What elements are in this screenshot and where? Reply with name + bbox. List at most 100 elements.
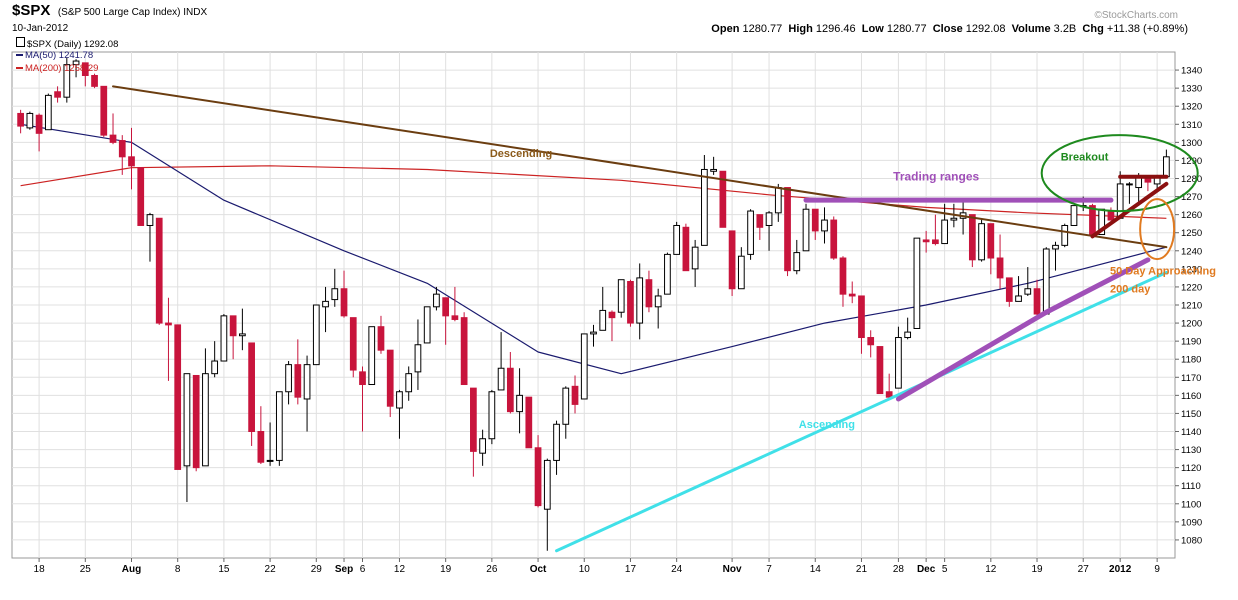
candle (821, 219, 828, 232)
ma200-line (20, 165, 1167, 219)
symbol-description: (S&P 500 Large Cap Index) INDX (57, 7, 208, 18)
candle (44, 94, 52, 131)
descending-trendline (112, 85, 1168, 249)
x-tick-label: 18 (34, 564, 46, 575)
y-tick-label: 1220 (1181, 282, 1202, 293)
ascending-trendline (555, 270, 1168, 553)
candle (802, 208, 810, 252)
x-tick-label: 6 (360, 564, 366, 575)
y-tick-label: 1150 (1181, 409, 1201, 420)
y-tick-label: 1340 (1181, 66, 1202, 77)
x-tick-label: 7 (766, 564, 772, 575)
candle (599, 309, 607, 331)
candle (423, 306, 431, 344)
candle (72, 60, 80, 66)
candle (202, 373, 209, 467)
brand: ©StockCharts.com (1094, 10, 1178, 21)
y-tick-label: 1310 (1181, 120, 1202, 131)
low-value: 1280.77 (886, 23, 927, 35)
candle (654, 295, 662, 308)
candle (479, 438, 486, 454)
candle (867, 337, 875, 346)
candle (1005, 277, 1013, 302)
candle (506, 367, 514, 413)
legend-price-label: $SPX (Daily) 1292.08 (27, 39, 119, 50)
candle (1070, 205, 1078, 226)
x-tick-label: 22 (265, 564, 277, 575)
y-tick-label: 1200 (1181, 319, 1202, 330)
legend-ma200-label: MA(200) 1258.29 (25, 63, 99, 74)
x-tick-label: Aug (122, 564, 141, 575)
candle (830, 219, 838, 259)
chart-date: 10-Jan-2012 (12, 23, 69, 34)
legend-ma50: MA(50) 1241.78 (16, 50, 93, 61)
candle (229, 315, 237, 337)
high-value: 1296.46 (815, 23, 856, 35)
candle (774, 187, 782, 214)
y-tick-label: 1290 (1181, 156, 1202, 167)
candle (35, 114, 43, 134)
y-tick-label: 1130 (1181, 445, 1201, 456)
candle (174, 324, 182, 470)
candle (460, 317, 468, 386)
candle (858, 295, 865, 339)
candle (1052, 244, 1059, 250)
candle (793, 252, 801, 272)
candle (571, 385, 579, 405)
low-label: Low (861, 23, 884, 35)
candle (303, 364, 311, 400)
candle (1163, 156, 1170, 178)
y-tick-label: 1120 (1181, 463, 1201, 474)
candle (996, 257, 1004, 279)
candle (904, 331, 912, 339)
y-tick-label: 1080 (1181, 535, 1202, 546)
x-tick-label: 9 (1154, 564, 1160, 575)
candle (248, 342, 255, 433)
approach-label-2: 200 day (1110, 283, 1151, 295)
y-tick-label: 1300 (1181, 138, 1202, 149)
x-tick-label: 28 (893, 564, 905, 575)
candle (784, 187, 791, 272)
candle (17, 112, 24, 127)
candle (617, 279, 625, 313)
candle (608, 311, 616, 319)
x-tick-label: Dec (917, 564, 936, 575)
x-tick-label: 10 (579, 564, 591, 575)
y-tick-label: 1260 (1181, 210, 1202, 221)
x-tick-label: Sep (335, 564, 353, 575)
descending-label: Descending (490, 148, 552, 160)
candle (978, 223, 985, 261)
candle (673, 224, 681, 255)
trading-ranges-label: Trading ranges (893, 169, 979, 183)
candle (839, 257, 847, 295)
y-tick-label: 1180 (1181, 355, 1201, 366)
x-tick-label: 26 (486, 564, 498, 575)
candle (91, 74, 98, 87)
y-tick-label: 1270 (1181, 192, 1202, 203)
candle (100, 85, 108, 136)
candle (266, 459, 274, 462)
y-tick-label: 1230 (1181, 264, 1202, 275)
x-tick-label: 19 (440, 564, 452, 575)
breakout-label: Breakout (1061, 151, 1109, 163)
chg-label: Chg (1082, 23, 1104, 35)
candle (128, 156, 135, 167)
x-tick-label: 2012 (1109, 564, 1132, 575)
chg-value: +11.38 (+0.89%) (1106, 23, 1188, 35)
x-tick-label: 27 (1078, 564, 1090, 575)
candle (405, 373, 413, 393)
legend-price-swatch (16, 37, 25, 47)
ma50-line (20, 123, 1167, 375)
candle (275, 391, 283, 461)
candle (359, 371, 366, 386)
approach-label-1: 50 Day Approaching (1110, 265, 1216, 277)
candle (312, 304, 320, 366)
candle (710, 168, 717, 172)
candle (562, 387, 570, 425)
candle (109, 134, 117, 143)
candle (331, 288, 339, 301)
candle (146, 214, 154, 226)
candle (1015, 295, 1022, 302)
candle (155, 217, 163, 324)
x-tick-label: 25 (80, 564, 92, 575)
